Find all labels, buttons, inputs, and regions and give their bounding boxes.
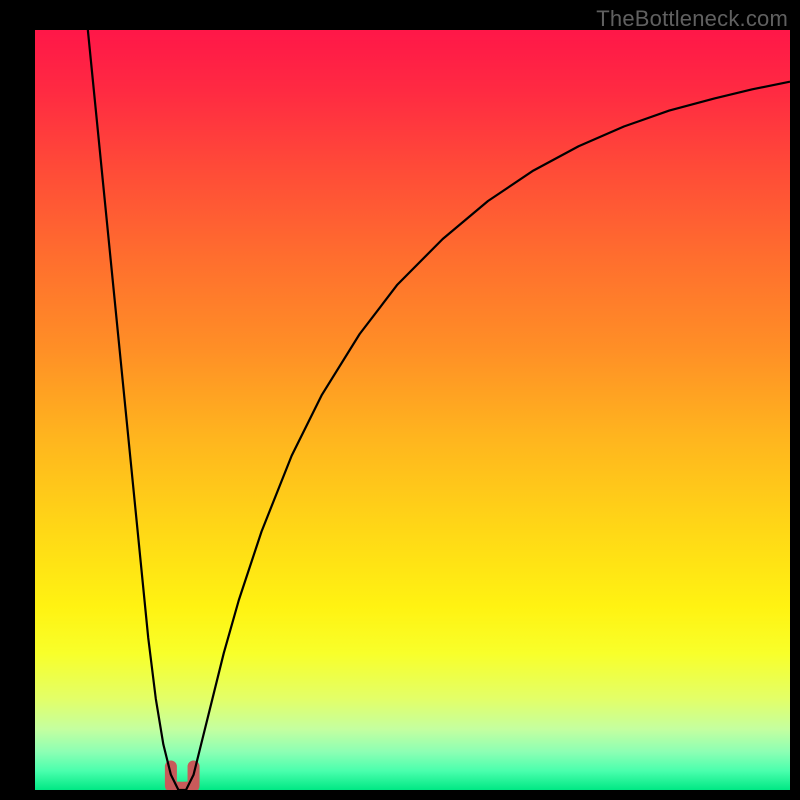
plot-area: [35, 30, 790, 790]
bottleneck-curve: [35, 30, 790, 790]
chart-frame: TheBottleneck.com: [0, 0, 800, 800]
watermark-text: TheBottleneck.com: [596, 6, 788, 32]
